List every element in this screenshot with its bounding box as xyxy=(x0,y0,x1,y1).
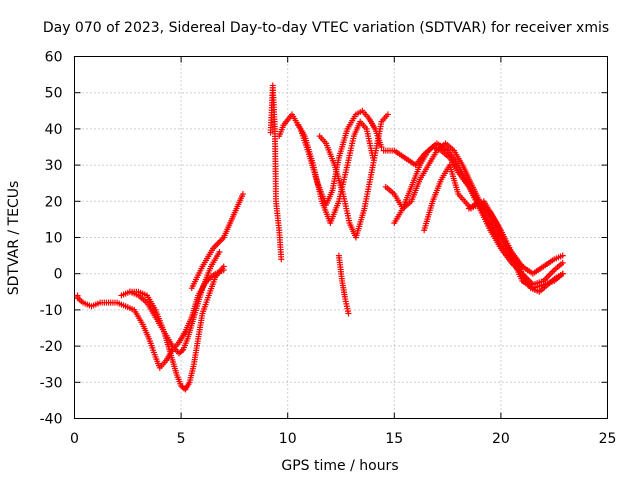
x-tick-label: 0 xyxy=(70,431,79,447)
data-point xyxy=(345,310,352,317)
y-axis-label: SDTVAR / TECUs xyxy=(6,181,22,296)
x-axis-label: GPS time / hours xyxy=(281,458,398,474)
y-tick-label: -20 xyxy=(40,339,63,355)
axis-ticks: 0 5 10 15 20 25 -40 -30 -20 -10 0 10 20 30 40 50 60 xyxy=(40,50,617,448)
data-point xyxy=(559,259,566,266)
chart-title: Day 070 of 2023, Sidereal Day-to-day VTE… xyxy=(43,20,609,36)
y-tick-label: 50 xyxy=(45,86,63,102)
y-tick-label: -30 xyxy=(40,375,63,391)
series-track-c xyxy=(126,248,223,357)
y-tick-label: 30 xyxy=(45,158,63,174)
x-tick-label: 10 xyxy=(279,431,297,447)
data-point xyxy=(559,270,566,277)
series-track-i xyxy=(335,252,352,317)
data-point xyxy=(220,263,227,270)
plot-frame xyxy=(74,56,608,419)
data-points xyxy=(74,82,566,393)
y-tick-label: 20 xyxy=(45,194,63,210)
series-track-b xyxy=(118,263,227,393)
y-tick-label: 60 xyxy=(45,50,63,66)
series-track-h xyxy=(316,111,391,241)
y-tick-label: 0 xyxy=(54,267,63,283)
series-track-g xyxy=(295,118,376,227)
y-tick-label: -10 xyxy=(40,303,63,319)
x-tick-label: 15 xyxy=(385,431,403,447)
y-tick-label: -40 xyxy=(40,412,63,428)
data-point xyxy=(559,252,566,259)
x-tick-label: 25 xyxy=(599,431,617,447)
x-tick-label: 5 xyxy=(177,431,186,447)
data-point xyxy=(239,191,246,198)
y-tick-label: 40 xyxy=(45,122,63,138)
series-track-e xyxy=(267,82,285,263)
data-point xyxy=(378,144,385,150)
series-track-d xyxy=(188,191,246,292)
series-track-n xyxy=(465,198,566,295)
x-tick-label: 20 xyxy=(492,431,510,447)
grid xyxy=(74,56,608,419)
data-point xyxy=(384,111,391,118)
y-tick-label: 10 xyxy=(45,231,63,247)
data-point xyxy=(278,256,285,263)
data-point xyxy=(216,248,223,255)
